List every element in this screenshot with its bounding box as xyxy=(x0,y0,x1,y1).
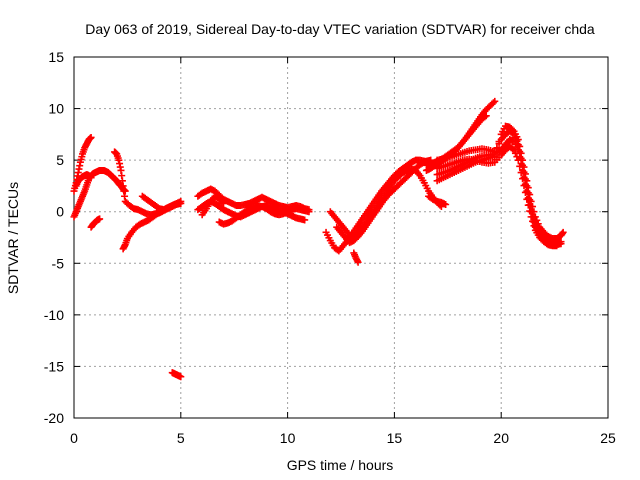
data-point xyxy=(513,153,521,161)
gridlines xyxy=(74,57,608,418)
data-point xyxy=(524,194,532,202)
series-arc-g xyxy=(138,192,185,214)
data-point xyxy=(527,213,535,221)
data-point xyxy=(523,187,531,195)
x-tick-label: 0 xyxy=(70,430,78,446)
y-tick-label: -15 xyxy=(44,358,64,374)
y-tick-label: 15 xyxy=(48,49,64,65)
data-point xyxy=(520,182,528,190)
data-point xyxy=(517,169,525,177)
data-point xyxy=(220,199,228,207)
series-arc-l xyxy=(198,192,228,219)
x-axis-label: GPS time / hours xyxy=(287,457,394,473)
series-arc-o xyxy=(333,156,435,247)
x-tick-label: 5 xyxy=(177,430,185,446)
y-axis-label: SDTVAR / TECUs xyxy=(5,182,21,294)
data-point xyxy=(481,113,489,121)
data-point xyxy=(519,175,527,183)
data-point xyxy=(524,201,532,209)
y-tick-label: 10 xyxy=(48,101,64,117)
data-point xyxy=(559,228,567,236)
axis-ticks xyxy=(73,56,609,419)
data-point xyxy=(177,197,185,205)
y-tick-label: 5 xyxy=(56,152,64,168)
data-point xyxy=(509,145,517,153)
data-point xyxy=(87,174,95,182)
series-arc-s xyxy=(433,122,567,243)
data-point xyxy=(529,217,537,225)
data-point xyxy=(96,215,104,223)
data-points xyxy=(70,97,567,381)
x-tick-label: 10 xyxy=(280,430,296,446)
chart-title: Day 063 of 2019, Sidereal Day-to-day VTE… xyxy=(85,21,595,37)
data-point xyxy=(305,208,313,216)
data-point xyxy=(526,207,534,215)
data-point xyxy=(516,162,524,170)
data-point xyxy=(482,112,490,120)
data-point xyxy=(523,195,531,203)
data-point xyxy=(442,200,450,208)
y-tick-label: -20 xyxy=(44,410,64,426)
y-tick-label: -5 xyxy=(52,255,65,271)
data-point xyxy=(87,133,95,141)
data-point xyxy=(520,173,528,181)
series-arc-n xyxy=(326,164,445,241)
series-arc-k xyxy=(215,202,313,228)
data-point xyxy=(521,180,529,188)
x-tick-label: 20 xyxy=(493,430,509,446)
data-point xyxy=(510,130,518,138)
data-point xyxy=(354,258,362,266)
data-point xyxy=(530,222,538,230)
series-arc-p xyxy=(350,249,362,266)
plot-frame xyxy=(73,56,609,419)
data-point xyxy=(177,373,185,381)
data-point xyxy=(509,129,517,137)
x-tick-label: 25 xyxy=(600,430,616,446)
data-point xyxy=(510,146,518,154)
y-tick-labels: -20 -15 -10 -5 0 5 10 15 xyxy=(44,49,64,426)
series-arc-d xyxy=(87,215,104,231)
data-point xyxy=(495,140,503,148)
series-arc-c xyxy=(72,171,95,190)
data-point xyxy=(514,156,522,164)
series-arc-t xyxy=(433,127,565,247)
data-point xyxy=(521,188,529,196)
series-arc-w xyxy=(425,192,450,208)
y-tick-label: 0 xyxy=(56,204,64,220)
y-tick-label: -10 xyxy=(44,307,64,323)
data-point xyxy=(557,240,565,248)
data-point xyxy=(301,216,309,224)
data-point xyxy=(491,97,499,105)
series-arc-v xyxy=(433,143,561,250)
x-tick-label: 15 xyxy=(387,430,403,446)
x-tick-labels: 0 5 10 15 20 25 xyxy=(70,430,616,446)
series-arc-h xyxy=(168,369,185,381)
data-point xyxy=(511,149,519,157)
data-point xyxy=(218,198,226,206)
data-point xyxy=(489,99,497,107)
data-point xyxy=(553,242,561,250)
